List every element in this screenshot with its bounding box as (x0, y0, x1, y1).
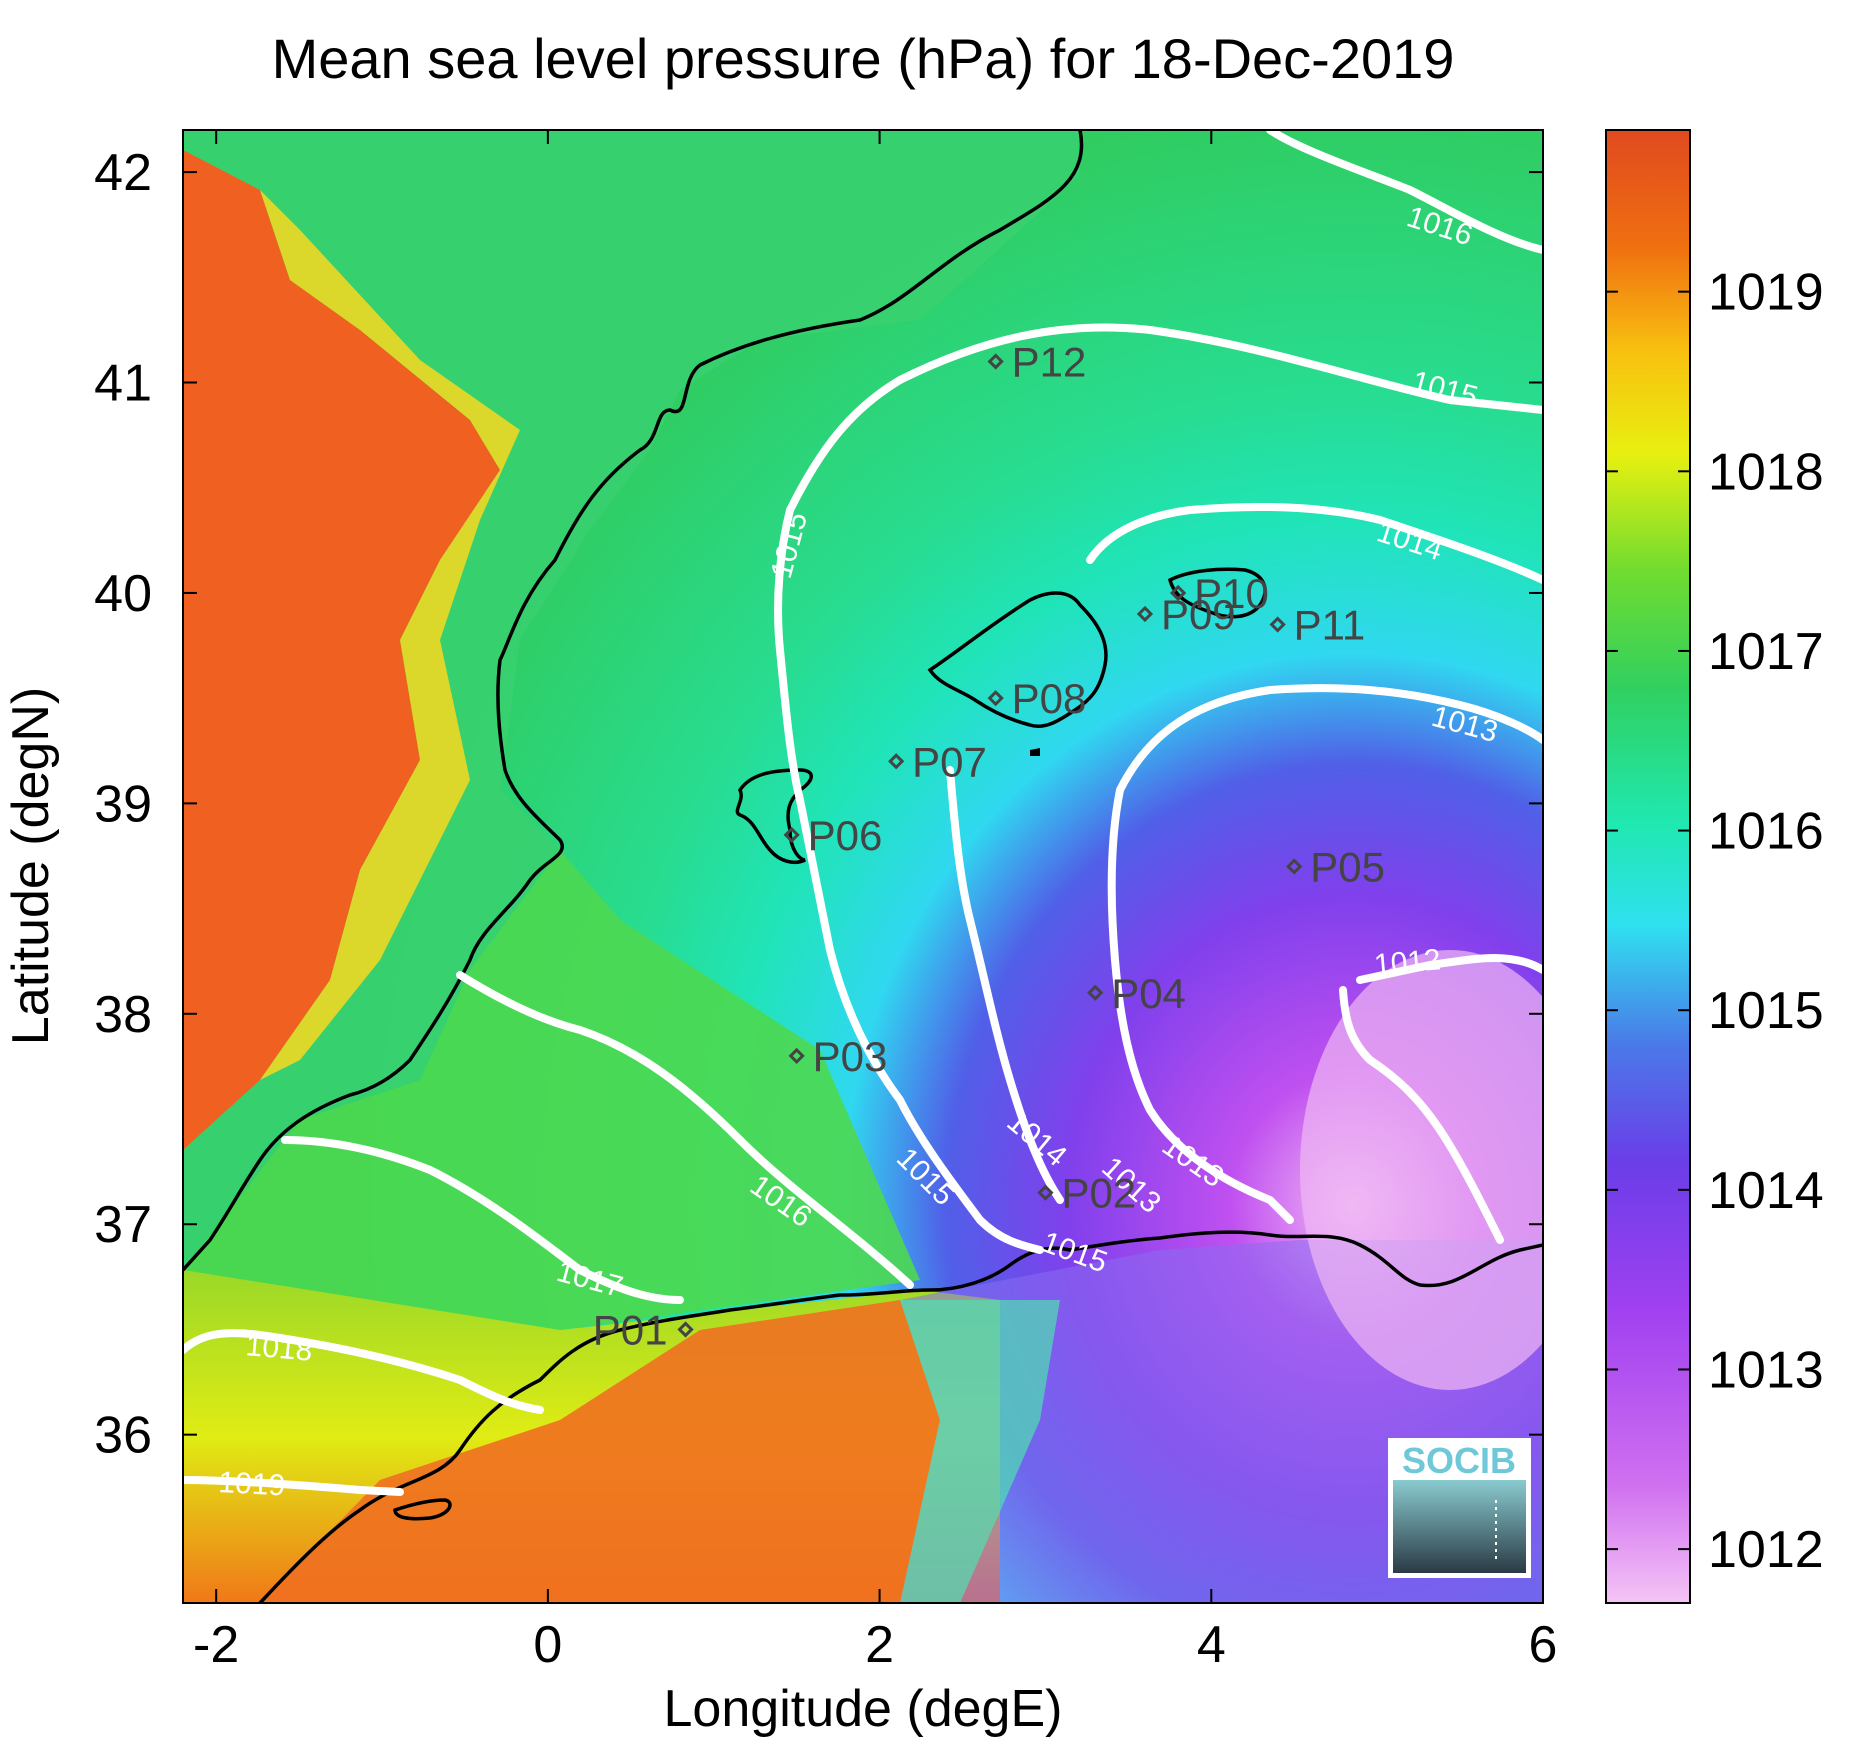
x-tick-label: 6 (1529, 1616, 1558, 1674)
x-tick-label: -2 (193, 1616, 239, 1674)
isobar-1019 (183, 1476, 404, 1496)
island-menorca (1167, 567, 1267, 619)
colorbar-tick-label: 1016 (1708, 803, 1824, 861)
isobar-1016-north (1266, 130, 1543, 254)
isobar-1014 (1086, 503, 1543, 584)
chart-title: Mean sea level pressure (hPa) for 18-Dec… (272, 27, 1455, 90)
y-axis: 36 37 38 39 40 41 42 (94, 144, 1543, 1465)
isobars (183, 130, 1543, 1496)
station-marker (1136, 605, 1154, 623)
coastline-africa (258, 1230, 1543, 1603)
contour-label: 1019 (218, 1466, 286, 1502)
isobar-1015-north (786, 323, 1543, 514)
y-tick-label: 40 (94, 565, 152, 623)
logo-text: SOCIB (1402, 1440, 1516, 1481)
low-pressure-core (1300, 950, 1543, 1390)
colorbar-tick-label: 1014 (1708, 1162, 1824, 1220)
isobar-1013-west (1107, 786, 1294, 1224)
colorbar-tick-label: 1017 (1708, 623, 1824, 681)
island-mallorca (927, 591, 1108, 728)
station-marker (987, 690, 1004, 707)
station-marker (783, 826, 800, 844)
isobar-1014-west (946, 766, 1064, 1204)
station-marker (1269, 616, 1286, 633)
station-label: P02 (1061, 1170, 1136, 1217)
station-label: P08 (1012, 675, 1087, 722)
colorbar-tick-label: 1018 (1708, 443, 1824, 501)
station-marker (677, 1321, 694, 1338)
isobar-1015-west (774, 506, 1044, 1254)
station-marker (1037, 1184, 1054, 1201)
isobar-1016-south (456, 971, 914, 1289)
x-axis-label: Longitude (degE) (664, 1680, 1063, 1738)
contour-label: 1018 (244, 1329, 313, 1368)
y-tick-label: 42 (94, 144, 152, 202)
colorbar-tick-label: 1019 (1708, 264, 1824, 322)
island-ibiza (735, 768, 813, 864)
colorbar-tick-label: 1015 (1708, 982, 1824, 1040)
y-tick-label: 38 (94, 986, 152, 1044)
station-label: P03 (813, 1033, 888, 1080)
y-tick-label: 39 (94, 775, 152, 833)
colorbar-tick-label: 1012 (1708, 1521, 1824, 1579)
station-label: P06 (808, 812, 883, 859)
station-label: P12 (1012, 338, 1087, 385)
station-label: P05 (1310, 844, 1385, 891)
land-west-transition (260, 190, 520, 1080)
station-marker (987, 353, 1004, 370)
map-area: 1012 1013 1013 1013 1014 1014 1015 1015 … (183, 130, 1543, 1603)
contour-label: 1012 (1373, 943, 1442, 982)
colorbar-tick-label: 1013 (1708, 1341, 1824, 1399)
station-label: P04 (1111, 970, 1186, 1017)
isobar-1017 (281, 1136, 684, 1304)
station-label: P10 (1194, 570, 1269, 617)
island-cabrera (1030, 748, 1040, 756)
x-tick-label: 4 (1197, 1616, 1226, 1674)
x-tick-label: 2 (865, 1616, 894, 1674)
land-north-africa (260, 1300, 940, 1603)
isobar-1013 (1116, 684, 1543, 794)
y-axis-label: Latitude (degN) (2, 687, 60, 1045)
coastline-iberia (183, 130, 1084, 1272)
station-label: P07 (912, 738, 987, 785)
map-frame (182, 129, 1544, 1604)
x-tick-label: 0 (533, 1616, 562, 1674)
y-tick-label: 36 (94, 1407, 152, 1465)
station-marker (888, 753, 905, 770)
station-label: P11 (1294, 602, 1366, 649)
isobar-1012 (1339, 954, 1543, 1244)
logo-background (1393, 1480, 1526, 1573)
colorbar-gradient (1605, 129, 1691, 1604)
isobar-1018 (183, 1329, 544, 1414)
station-label: P09 (1161, 591, 1236, 638)
land-africa-transition (900, 1300, 1060, 1603)
socib-logo: SOCIB (1388, 1438, 1531, 1578)
y-tick-label: 37 (94, 1196, 152, 1254)
station-marker (1286, 858, 1303, 875)
land-west-high (183, 150, 500, 1150)
y-tick-label: 41 (94, 355, 152, 413)
station-marker (1169, 584, 1187, 602)
station-marker (1087, 984, 1104, 1001)
colorbar-ticks: 1012 1013 1014 1015 1016 1017 1018 1019 (1606, 264, 1824, 1579)
land-southeast-spain (183, 850, 920, 1400)
colorbar: 1012 1013 1014 1015 1016 1017 1018 1019 (1605, 129, 1824, 1604)
station-marker (788, 1047, 805, 1065)
island-alboran (393, 1498, 452, 1521)
station-label: P01 (593, 1306, 668, 1353)
x-axis: -2 0 2 4 6 (193, 130, 1557, 1674)
